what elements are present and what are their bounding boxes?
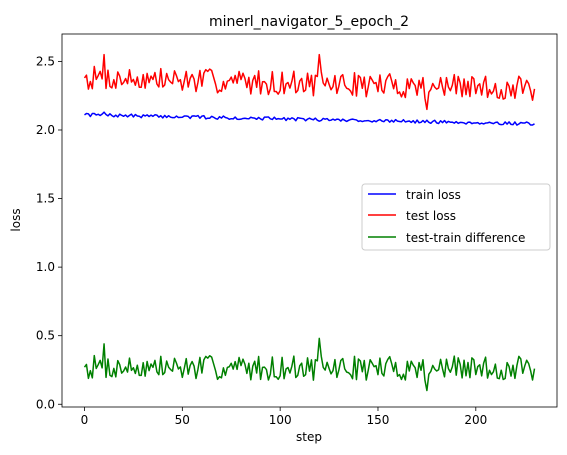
series-line-test-train-difference xyxy=(83,337,536,392)
x-tick-label: 50 xyxy=(175,413,190,427)
series-line-train-loss xyxy=(84,111,535,126)
legend-box xyxy=(361,183,551,251)
legend-label-test: test loss xyxy=(406,209,456,223)
y-tick-label: 2.0 xyxy=(36,123,55,137)
y-tick-label: 0.0 xyxy=(36,397,55,411)
x-tick-label: 200 xyxy=(464,413,487,427)
y-axis-label: loss xyxy=(9,208,23,231)
y-tick-label: 0.5 xyxy=(36,329,55,343)
y-tick-label: 1.5 xyxy=(36,192,55,206)
legend-label-difference: test-train difference xyxy=(406,231,525,245)
y-tick-label: 1.0 xyxy=(36,260,55,274)
series-line-test-loss xyxy=(83,53,536,111)
x-tick-label: 0 xyxy=(81,413,89,427)
plot-frame xyxy=(61,33,558,408)
y-tick-label: 2.5 xyxy=(36,54,55,68)
legend-label-train: train loss xyxy=(406,188,461,202)
legend: train loss test loss test-train differen… xyxy=(361,183,551,251)
x-tick-label: 100 xyxy=(269,413,292,427)
x-axis: 0 50 100 150 200 xyxy=(81,407,487,427)
y-axis: 0.0 0.5 1.0 1.5 2.0 2.5 xyxy=(36,54,62,411)
series-layer xyxy=(83,53,536,392)
x-tick-label: 150 xyxy=(367,413,390,427)
chart-title: minerl_navigator_5_epoch_2 xyxy=(209,14,409,30)
x-axis-label: step xyxy=(296,430,322,444)
